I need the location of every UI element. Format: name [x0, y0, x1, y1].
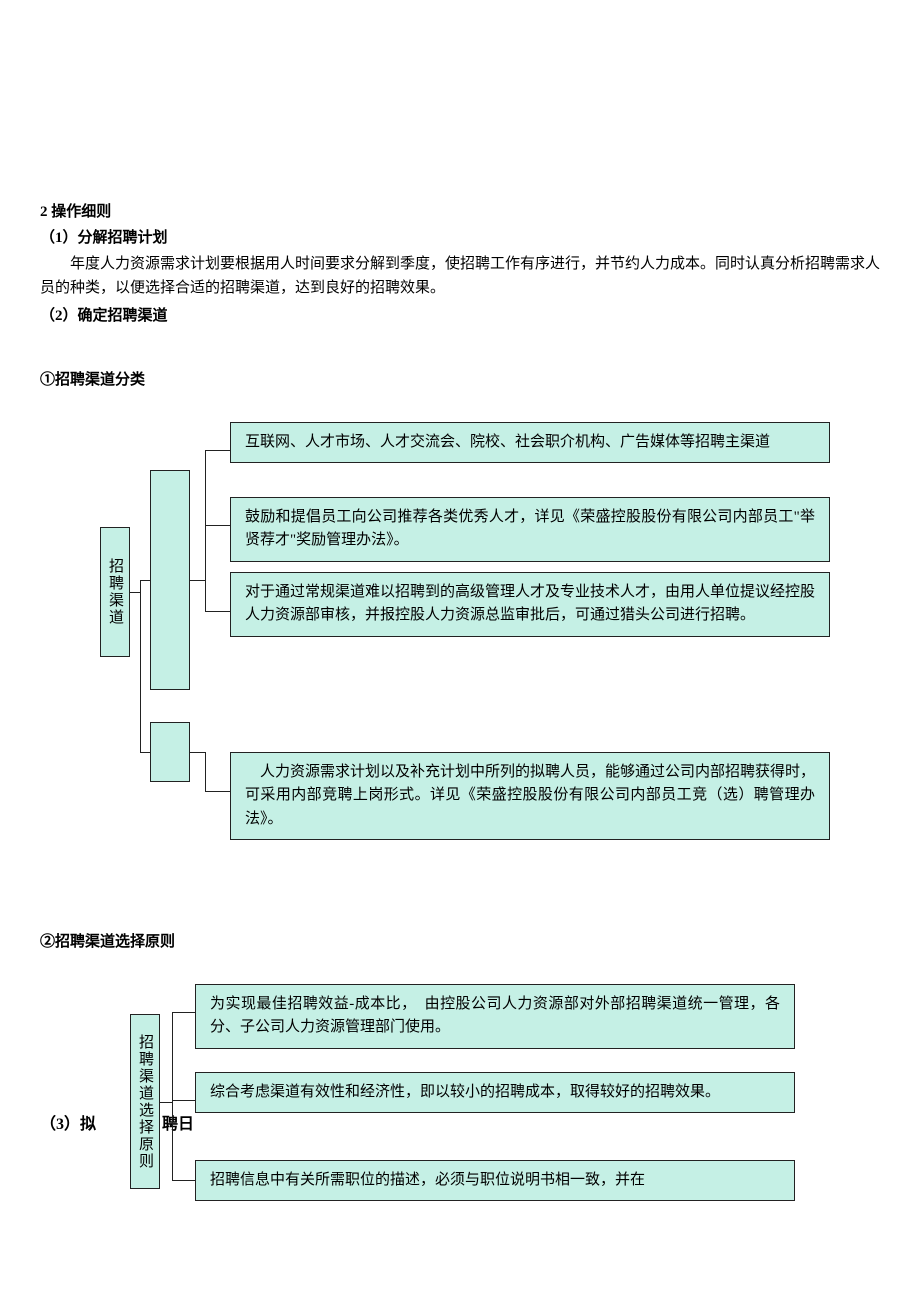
sub1-title: （1）分解招聘计划: [40, 226, 880, 250]
connector-v: [140, 580, 141, 752]
diagram-recruit-channels: 招聘渠道 互联网、人才市场、人才交流会、院校、社会职介机构、广告媒体等招聘主渠道鼓…: [40, 422, 880, 830]
connector-h: [205, 791, 230, 792]
connector-h: [205, 450, 230, 451]
connector-h: [140, 580, 150, 581]
sub3-title-part2: 聘日: [162, 1112, 194, 1138]
connector-h: [190, 580, 205, 581]
sub2-title: （2）确定招聘渠道: [40, 304, 880, 328]
heading-2: 2 操作细则: [40, 200, 880, 224]
connector-h: [130, 592, 140, 593]
leaf-principle-0: 为实现最佳招聘效益-成本比， 由控股公司人力资源部对外部招聘渠道统一管理，各分、…: [195, 984, 795, 1049]
leaf-channel-2: 对于通过常规渠道难以招聘到的高级管理人才及专业技术人才，由用人单位提议经控股人力…: [230, 572, 830, 637]
connector-h: [205, 525, 230, 526]
connector-h: [172, 1012, 195, 1013]
sub1-para: 年度人力资源需求计划要根据用人时间要求分解到季度，使招聘工作有序进行，并节约人力…: [40, 252, 880, 300]
section2-title: ②招聘渠道选择原则: [40, 930, 880, 954]
mid-bracket-0: [150, 470, 190, 690]
leaf-channel-0: 互联网、人才市场、人才交流会、院校、社会职介机构、广告媒体等招聘主渠道: [230, 422, 830, 463]
connector-v: [172, 1012, 173, 1180]
connector-v: [205, 450, 206, 611]
connector-h: [160, 1102, 172, 1103]
connector-h: [172, 1100, 195, 1101]
connector-h: [205, 611, 230, 612]
connector-h: [190, 752, 205, 753]
sub3-title: （3）拟: [40, 1112, 96, 1138]
leaf-channel-1: 鼓励和提倡员工向公司推荐各类优秀人才，详见《荣盛控股股份有限公司内部员工"举贤荐…: [230, 497, 830, 562]
root-principles: 招聘渠道选择原则: [130, 1014, 160, 1189]
mid-bracket-1: [150, 722, 190, 782]
diagram-channel-principles: （3）拟 聘日招聘渠道选择原则 为实现最佳招聘效益-成本比， 由控股公司人力资源部对…: [40, 984, 880, 1200]
section1-title: ①招聘渠道分类: [40, 368, 880, 392]
connector-h: [140, 752, 150, 753]
connector-h: [172, 1180, 195, 1181]
leaf-principle-1: 综合考虑渠道有效性和经济性，即以较小的招聘成本，取得较好的招聘效果。: [195, 1072, 795, 1113]
root-recruit-channel: 招聘渠道: [100, 527, 130, 657]
leaf-channel-3: 人力资源需求计划以及补充计划中所列的拟聘人员，能够通过公司内部招聘获得时，可采用…: [230, 752, 830, 840]
leaf-principle-2: 招聘信息中有关所需职位的描述，必须与职位说明书相一致，并在: [195, 1160, 795, 1201]
connector-v: [205, 752, 206, 791]
